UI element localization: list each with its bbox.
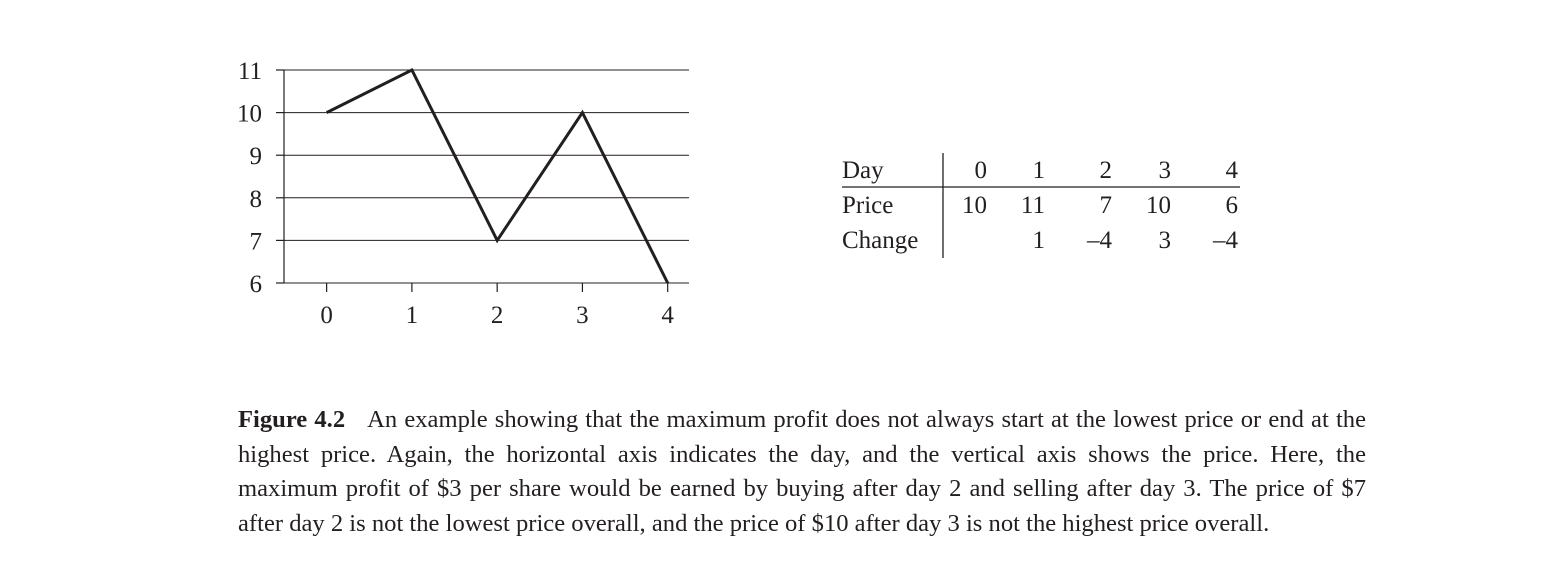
table-cell: 3 [1159, 227, 1172, 254]
table-cell: 6 [1226, 192, 1239, 219]
table-header-cell: 2 [1100, 157, 1113, 184]
y-tick-label: 9 [250, 143, 263, 170]
table-cell: 7 [1100, 192, 1113, 219]
x-tick-label: 1 [406, 302, 419, 329]
y-tick-label: 7 [250, 228, 263, 255]
table-row-label: Price [842, 192, 893, 219]
x-tick-label: 0 [320, 302, 333, 329]
table-cell: 11 [1021, 192, 1045, 219]
x-tick-label: 3 [576, 302, 589, 329]
y-tick-label: 8 [250, 186, 263, 213]
y-tick-label: 6 [250, 271, 263, 298]
table-cell: –4 [1212, 227, 1239, 254]
table-header-cell: 1 [1033, 157, 1046, 184]
x-tick-label: 4 [661, 302, 674, 329]
table-header-label: Day [842, 157, 884, 184]
y-tick-label: 10 [237, 101, 262, 128]
price-change-table: Day 0 1 2 3 4 Price 10 11 7 10 6 Change 1 –4 3 –4 [842, 153, 1240, 258]
price-line-chart: 6 7 8 9 10 11 0 1 2 3 4 [237, 58, 689, 329]
table-cell: 10 [1146, 192, 1171, 219]
x-tick-label: 2 [491, 302, 504, 329]
table-cell: 10 [962, 192, 987, 219]
price-series-line [325, 67, 670, 284]
table-cell: –4 [1086, 227, 1113, 254]
table-header-cell: 0 [975, 157, 988, 184]
table-header-cell: 4 [1226, 157, 1239, 184]
figure-caption: Figure 4.2 An example showing that the ma… [238, 403, 1366, 541]
figure-label: Figure 4.2 [238, 406, 346, 433]
table-header-cell: 3 [1159, 157, 1172, 184]
table-cell: 1 [1033, 227, 1046, 254]
y-tick-label: 11 [238, 58, 262, 85]
table-row-label: Change [842, 227, 918, 254]
caption-text: An example showing that the maximum prof… [238, 406, 1367, 537]
